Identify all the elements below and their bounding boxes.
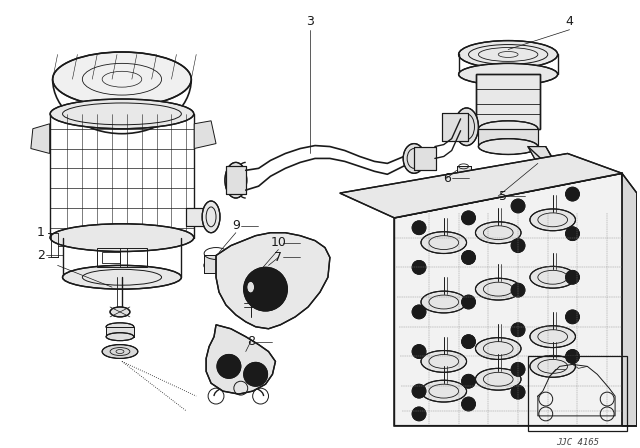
Bar <box>457 166 470 173</box>
Bar <box>479 129 538 146</box>
Bar <box>106 327 134 337</box>
Ellipse shape <box>52 52 191 107</box>
Circle shape <box>461 250 476 264</box>
Bar <box>186 208 211 226</box>
Text: 6: 6 <box>443 172 451 185</box>
Circle shape <box>511 199 525 213</box>
Bar <box>226 166 246 194</box>
Circle shape <box>566 349 579 363</box>
Bar <box>528 357 627 431</box>
Circle shape <box>461 211 476 225</box>
Bar <box>226 166 246 194</box>
Ellipse shape <box>530 267 575 288</box>
Circle shape <box>412 345 426 358</box>
Ellipse shape <box>479 121 538 137</box>
Text: 3: 3 <box>306 15 314 28</box>
Text: 9: 9 <box>232 219 240 232</box>
Bar <box>457 166 470 173</box>
Bar <box>442 113 468 141</box>
Ellipse shape <box>421 350 467 372</box>
Bar <box>479 129 538 146</box>
Circle shape <box>511 385 525 399</box>
Polygon shape <box>340 154 622 218</box>
Circle shape <box>412 407 426 421</box>
Ellipse shape <box>479 138 538 155</box>
Bar <box>97 248 147 267</box>
Bar <box>476 74 540 129</box>
Circle shape <box>566 310 579 324</box>
Bar <box>442 113 468 141</box>
Polygon shape <box>195 121 216 149</box>
Ellipse shape <box>202 201 220 233</box>
Ellipse shape <box>530 326 575 348</box>
Circle shape <box>566 187 579 201</box>
Ellipse shape <box>247 281 255 293</box>
Ellipse shape <box>225 162 247 198</box>
Polygon shape <box>394 173 637 426</box>
Polygon shape <box>206 325 275 394</box>
Ellipse shape <box>530 356 575 377</box>
Ellipse shape <box>454 108 479 146</box>
Ellipse shape <box>476 278 521 300</box>
Ellipse shape <box>63 265 181 289</box>
Text: 8: 8 <box>246 335 255 348</box>
Circle shape <box>566 227 579 241</box>
Ellipse shape <box>421 232 467 254</box>
Ellipse shape <box>106 333 134 340</box>
Circle shape <box>511 323 525 337</box>
Circle shape <box>412 305 426 319</box>
Bar <box>102 251 120 263</box>
Circle shape <box>412 384 426 398</box>
Ellipse shape <box>50 224 194 251</box>
Bar <box>476 74 540 129</box>
Circle shape <box>461 295 476 309</box>
Circle shape <box>511 283 525 297</box>
Ellipse shape <box>403 143 425 173</box>
Circle shape <box>217 354 241 378</box>
Ellipse shape <box>106 323 134 331</box>
Ellipse shape <box>530 209 575 231</box>
Circle shape <box>412 260 426 274</box>
Polygon shape <box>528 146 568 186</box>
Circle shape <box>461 397 476 411</box>
Circle shape <box>461 375 476 388</box>
Ellipse shape <box>459 63 557 85</box>
Circle shape <box>511 239 525 253</box>
Text: 7: 7 <box>275 251 282 264</box>
Bar <box>204 255 228 273</box>
Text: 4: 4 <box>566 15 573 28</box>
Polygon shape <box>622 173 637 426</box>
Bar <box>204 255 228 273</box>
Bar <box>414 146 436 170</box>
Ellipse shape <box>421 380 467 402</box>
Circle shape <box>412 221 426 235</box>
Ellipse shape <box>102 345 138 358</box>
Bar <box>106 327 134 337</box>
Text: 2: 2 <box>37 249 45 262</box>
Circle shape <box>511 362 525 376</box>
Ellipse shape <box>421 291 467 313</box>
Polygon shape <box>216 233 330 329</box>
Ellipse shape <box>110 307 130 317</box>
Ellipse shape <box>204 258 228 273</box>
Text: 1: 1 <box>37 226 45 239</box>
Ellipse shape <box>459 41 557 69</box>
Text: JJC 4165: JJC 4165 <box>556 438 599 447</box>
Circle shape <box>244 362 268 386</box>
Circle shape <box>566 270 579 284</box>
Polygon shape <box>31 124 50 154</box>
Ellipse shape <box>476 338 521 359</box>
Circle shape <box>244 267 287 311</box>
Ellipse shape <box>476 222 521 244</box>
Ellipse shape <box>476 368 521 390</box>
Bar <box>186 208 211 226</box>
Text: 5: 5 <box>499 190 507 202</box>
Bar <box>414 146 436 170</box>
Text: 10: 10 <box>271 236 286 249</box>
Ellipse shape <box>50 99 194 129</box>
Circle shape <box>461 335 476 349</box>
